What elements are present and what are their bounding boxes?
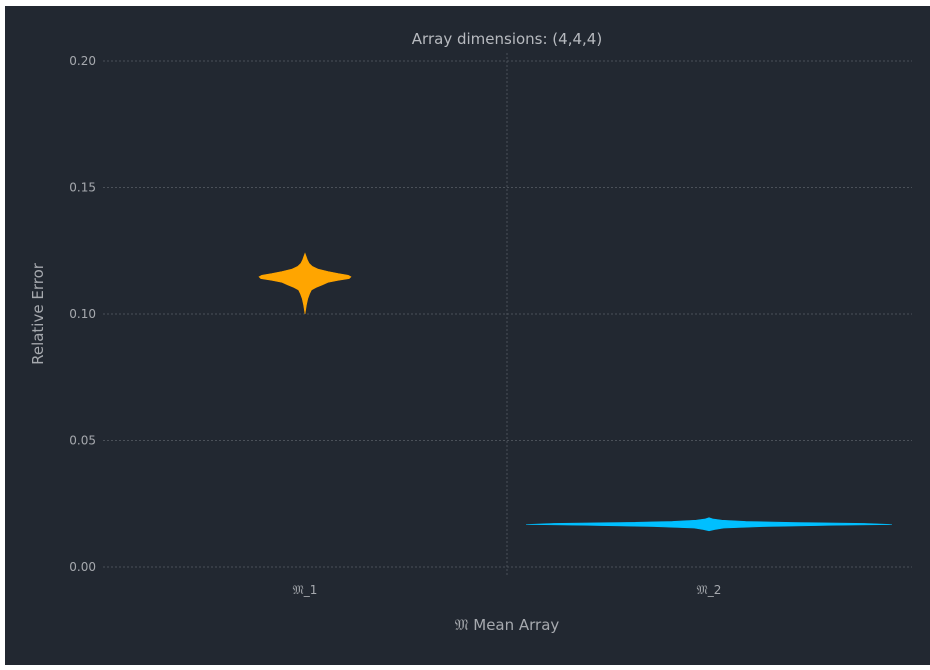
ticks-layer: 0.00 0.05 0.10 0.15 0.20 𝔐_1 𝔐_2 [69, 54, 721, 597]
y-tick-label: 0.05 [69, 434, 96, 448]
violin-1 [258, 252, 352, 315]
chart-title: Array dimensions: (4,4,4) [412, 30, 602, 48]
violin-2 [525, 517, 893, 532]
x-tick-label: 𝔐_2 [697, 583, 722, 597]
y-axis-label: Relative Error [29, 262, 47, 365]
plot-background [5, 6, 930, 665]
y-tick-label: 0.10 [69, 307, 96, 321]
y-tick-label: 0.20 [69, 54, 96, 68]
x-axis-label: 𝔐 Mean Array [455, 616, 560, 634]
grid-layer [103, 53, 912, 575]
y-tick-label: 0.15 [69, 181, 96, 195]
x-tick-label: 𝔐_1 [293, 583, 318, 597]
violin-layer [258, 252, 893, 532]
y-tick-label: 0.00 [69, 560, 96, 574]
